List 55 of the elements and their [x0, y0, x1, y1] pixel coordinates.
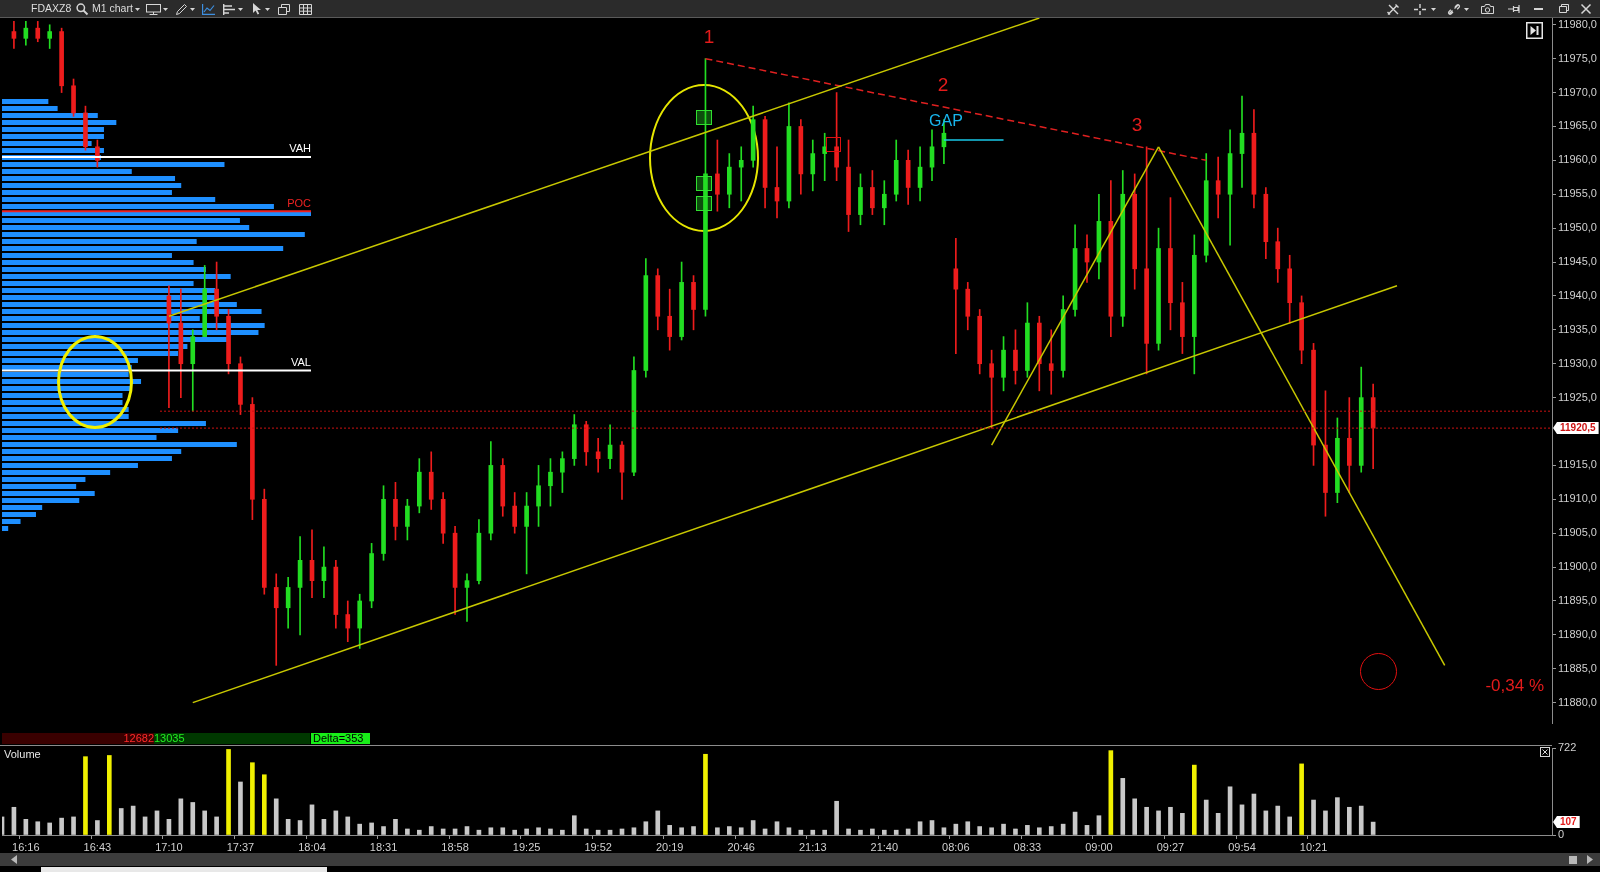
y-tick-label: 11905,0 — [1558, 526, 1597, 539]
y-tick-label: 11925,0 — [1558, 390, 1597, 403]
x-tick-label: 16:43 — [83, 840, 112, 853]
chart-subtitle: M1 chart — [92, 2, 133, 15]
y-tick-label: 0 — [1558, 828, 1565, 841]
y-tick-label: 11915,0 — [1558, 458, 1597, 471]
annotation: 1 — [703, 26, 715, 48]
x-tick-label: 18:04 — [298, 840, 326, 853]
y-tick-label: 11940,0 — [1558, 288, 1597, 301]
y-tick-label: 11885,0 — [1558, 661, 1597, 674]
x-tick-label: 21:40 — [870, 840, 899, 853]
x-tick-label: 09:27 — [1156, 840, 1185, 853]
y-tick-label: 11935,0 — [1558, 322, 1597, 335]
x-tick-label: 08:06 — [942, 840, 970, 853]
x-tick-label: 09:00 — [1085, 840, 1113, 853]
y-tick-label: 11970,0 — [1558, 85, 1597, 98]
x-tick-label: 16:16 — [12, 840, 40, 853]
x-tick-label: 20:46 — [727, 840, 755, 853]
y-tick-label: 11880,0 — [1558, 695, 1597, 708]
y-tick-label: 11900,0 — [1558, 560, 1597, 573]
delta-strip: 1268213035 Delta=353 — [2, 733, 370, 744]
chart-title: FDAXZ8 — [31, 2, 72, 15]
x-tick-label: 09:54 — [1228, 840, 1256, 853]
annotation: GAP — [929, 112, 963, 130]
y-tick-label: 11910,0 — [1558, 492, 1597, 505]
y-tick-label: 11890,0 — [1558, 627, 1597, 640]
x-tick-label: 17:37 — [226, 840, 255, 853]
y-tick-label: 11955,0 — [1558, 187, 1597, 200]
ref-line-label: VAL — [291, 356, 311, 369]
y-tick-label: 11895,0 — [1558, 594, 1597, 607]
x-tick-label: 19:52 — [584, 840, 612, 853]
x-tick-label: 21:13 — [799, 840, 827, 853]
y-tick-label: 11965,0 — [1558, 119, 1597, 132]
y-tick-label: 11945,0 — [1558, 255, 1597, 268]
y-tick-label: 11950,0 — [1558, 221, 1597, 234]
ref-line-label: POC — [287, 196, 312, 209]
x-tick-label: 18:58 — [441, 840, 469, 853]
y-tick-label: 11980,0 — [1558, 17, 1597, 30]
x-tick-label: 17:10 — [155, 840, 183, 853]
annotation: 2 — [937, 74, 949, 96]
x-tick-label: 20:19 — [655, 840, 684, 853]
y-tick-label: 11975,0 — [1558, 51, 1597, 64]
chart-title: Volume — [4, 747, 41, 760]
text: 107 — [1560, 816, 1578, 828]
ref-line-label: 11920,5 — [1560, 422, 1597, 434]
y-tick-label: 11930,0 — [1558, 356, 1597, 369]
x-tick-label: 08:33 — [1013, 840, 1042, 853]
ref-line-label: VAH — [289, 142, 312, 155]
x-tick-label: 10:21 — [1299, 840, 1328, 853]
annotation: -0,34 % — [1485, 675, 1544, 695]
y-tick-label: 11960,0 — [1558, 153, 1597, 166]
x-tick-label: 18:31 — [369, 840, 398, 853]
annotation: 3 — [1131, 114, 1143, 136]
x-tick-label: 19:25 — [512, 840, 541, 853]
y-tick-label: 722 — [1558, 741, 1577, 754]
